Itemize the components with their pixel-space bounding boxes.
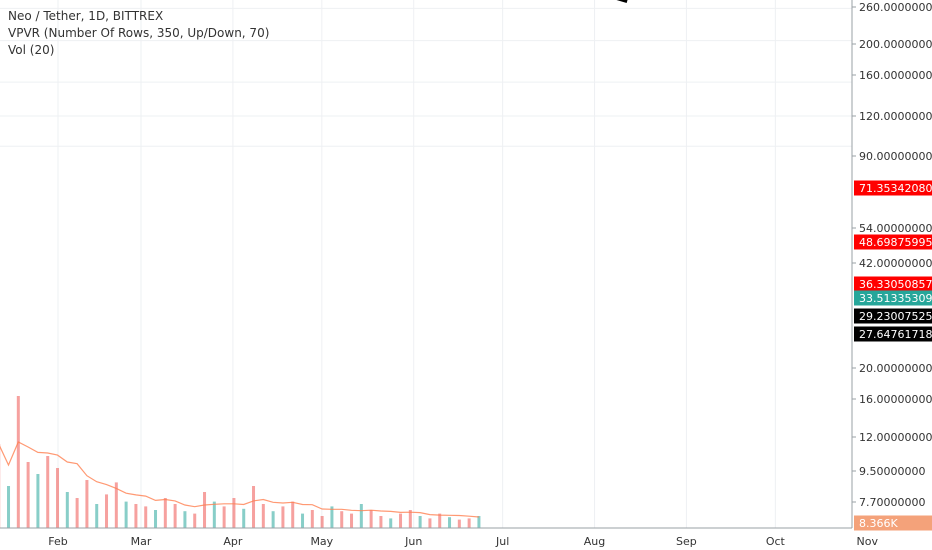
volume-bar: [134, 504, 138, 528]
volume-bar: [212, 501, 216, 528]
volume-bar: [26, 462, 30, 528]
price-tick-label: 71.35342080: [859, 182, 932, 195]
volume-bar: [301, 513, 305, 528]
time-tick-label: Apr: [223, 535, 243, 548]
volume-bar: [16, 396, 20, 528]
price-tick-label: 120.00000000: [859, 110, 932, 123]
volume-bar: [359, 504, 363, 528]
volume-bar: [457, 519, 461, 528]
volume-bar: [281, 506, 285, 528]
price-tick-label: 160.00000000: [859, 69, 932, 82]
price-tick-label: 29.23007525: [859, 310, 932, 323]
time-tick-label: Aug: [584, 535, 605, 548]
volume-bar: [408, 510, 412, 528]
volume-bar: [75, 498, 79, 528]
time-tick-label: Mar: [131, 535, 152, 548]
volume-bar: [65, 492, 69, 528]
volume-ma-line: [0, 441, 479, 518]
price-label-badge: [854, 308, 932, 324]
time-tick-label: May: [310, 535, 333, 548]
price-label-badge: [854, 515, 932, 531]
volume-bar: [105, 494, 109, 528]
legend-symbol[interactable]: Neo / Tether, 1D, BITTREX: [8, 9, 164, 23]
price-tick-label: 20.00000000: [859, 362, 932, 375]
volume-bar: [448, 517, 452, 528]
time-tick-label: Oct: [766, 535, 786, 548]
volume-bar: [438, 513, 442, 528]
volume-bar: [144, 506, 148, 528]
time-tick-label: Jun: [404, 535, 422, 548]
volume-bar: [46, 456, 50, 528]
volume-bar: [320, 516, 324, 528]
volume-bar: [203, 492, 207, 528]
price-tick-label: 42.00000000: [859, 257, 932, 270]
volume-bar: [36, 474, 40, 528]
volume-bar: [369, 510, 373, 528]
price-tick-label: 200.00000000: [859, 38, 932, 51]
volume-bar: [428, 518, 432, 528]
price-label-badge: [854, 234, 932, 250]
price-label-badge: [854, 290, 932, 306]
price-tick-label: 7.70000000: [859, 496, 925, 509]
volume-bar: [350, 513, 354, 528]
volume-bar: [124, 501, 128, 528]
volume-bar: [399, 513, 403, 528]
price-tick-label: 48.69875995: [859, 236, 932, 249]
price-axis-background: [852, 0, 932, 550]
volume-bar: [330, 506, 334, 528]
price-tick-label: 27.64761718: [859, 328, 932, 341]
volume-bar: [154, 510, 158, 528]
volume-bar: [95, 504, 99, 528]
time-tick-label: Nov: [857, 535, 879, 548]
volume-bar: [56, 468, 60, 528]
volume-bar: [467, 518, 471, 528]
price-tick-label: 12.00000000: [859, 431, 932, 444]
volume-bar: [85, 480, 89, 528]
volume-bar: [183, 511, 187, 528]
price-label-badge: [854, 276, 932, 292]
volume-bar: [222, 506, 226, 528]
price-tick-label: 36.33050857: [859, 278, 932, 291]
volume-bar: [163, 498, 167, 528]
volume-bar: [379, 516, 383, 528]
legend-vpvr[interactable]: VPVR (Number Of Rows, 350, Up/Down, 70): [8, 26, 270, 40]
price-label-badge: [854, 180, 932, 196]
volume-bar: [340, 511, 344, 528]
volume-bar: [310, 510, 314, 528]
price-tick-label: 90.00000000: [859, 150, 932, 163]
volume-bar: [173, 504, 177, 528]
price-tick-label: 260.00000000: [859, 1, 932, 14]
price-tick-label: 16.00000000: [859, 393, 932, 406]
volume-bar: [242, 508, 246, 528]
volume-bar: [389, 518, 393, 528]
volume-bar: [271, 511, 275, 528]
price-tick-label: 54.00000000: [859, 222, 932, 235]
volume-bar: [477, 516, 481, 528]
volume-bar: [114, 482, 118, 528]
price-tick-label: 33.51335309: [859, 292, 932, 305]
price-label-badge: [854, 326, 932, 342]
volume-bar: [252, 486, 256, 528]
volume-bar: [232, 498, 236, 528]
volume-bar: [261, 504, 265, 528]
price-tick-label: 8.366K: [859, 517, 898, 530]
volume-bar: [193, 513, 197, 528]
volume-bar: [418, 516, 422, 528]
legend-vol[interactable]: Vol (20): [8, 43, 55, 57]
chart-legend: Neo / Tether, 1D, BITTREX VPVR (Number O…: [8, 8, 269, 59]
time-tick-label: Jul: [495, 535, 509, 548]
time-tick-label: Feb: [48, 535, 67, 548]
price-tick-label: 9.50000000: [859, 465, 925, 478]
volume-bar: [7, 486, 11, 528]
time-tick-label: Sep: [676, 535, 697, 548]
volume-bar: [291, 501, 295, 528]
